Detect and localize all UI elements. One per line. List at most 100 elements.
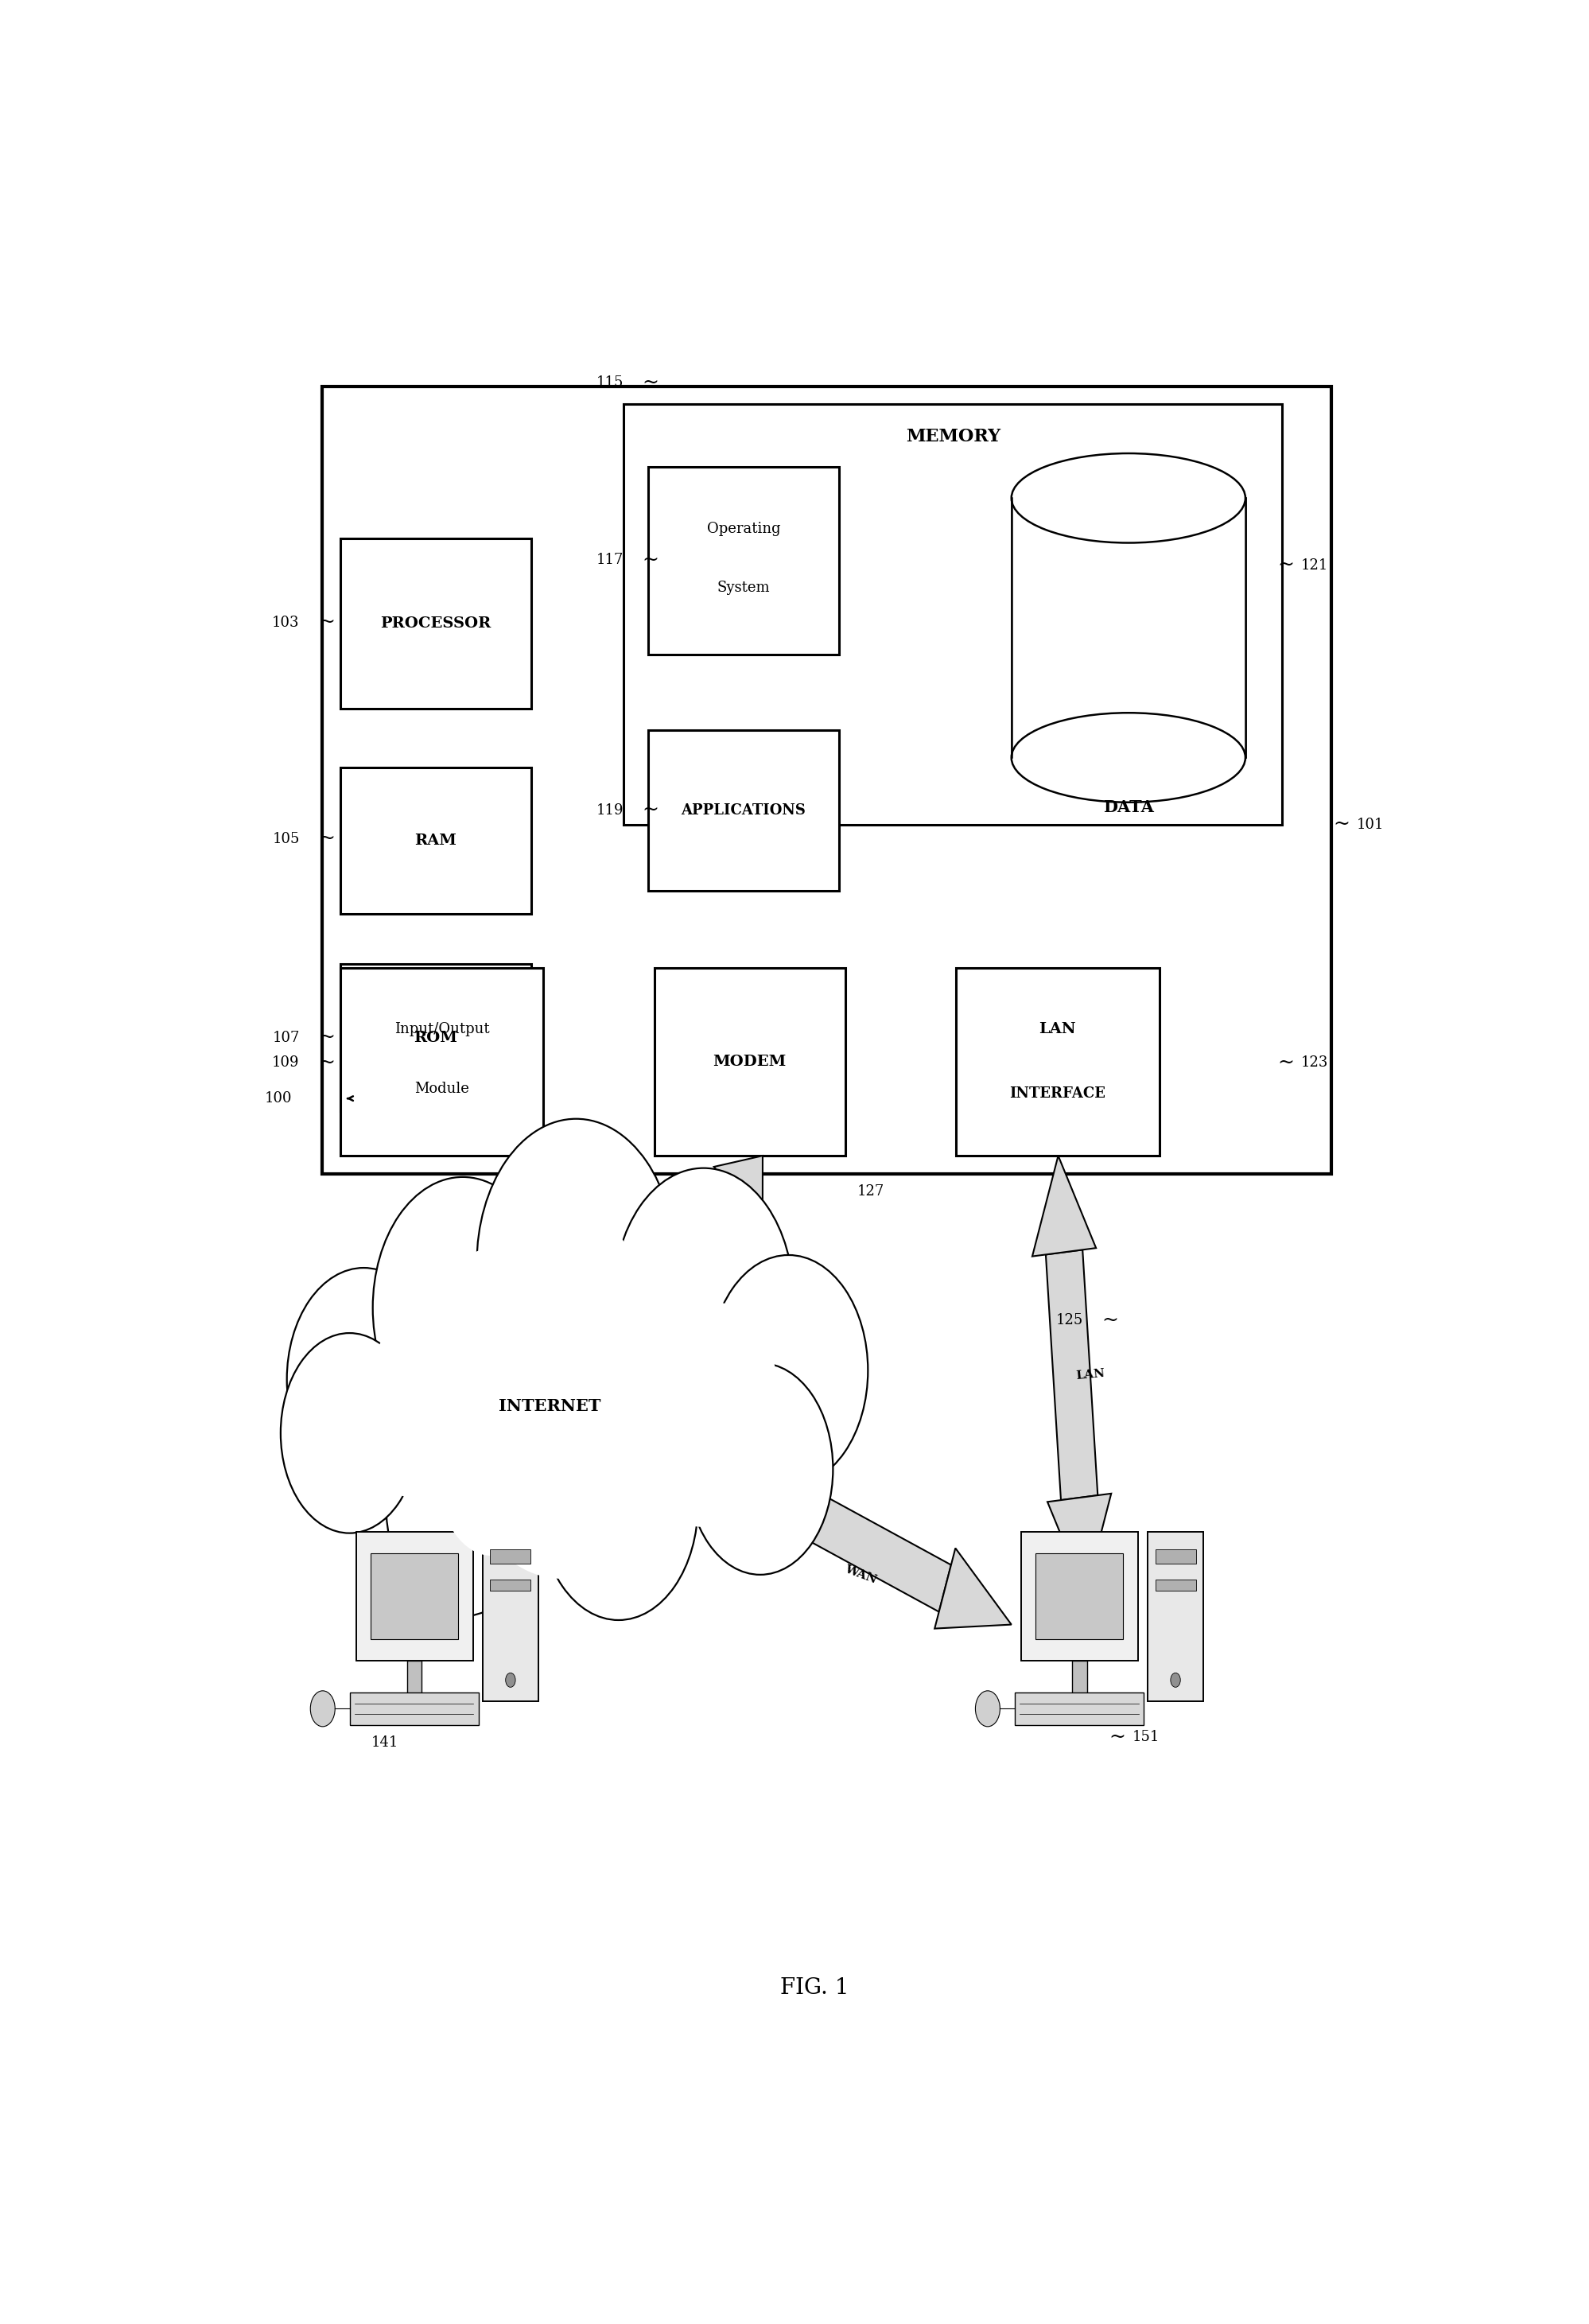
Text: INTERFACE: INTERFACE xyxy=(1009,1088,1106,1102)
Text: Input/Output: Input/Output xyxy=(394,1023,489,1037)
Text: PROCESSOR: PROCESSOR xyxy=(380,616,491,630)
Bar xyxy=(489,1580,531,1590)
Polygon shape xyxy=(1046,1250,1098,1499)
Bar xyxy=(1022,1532,1138,1659)
Bar xyxy=(340,964,531,1111)
Circle shape xyxy=(365,1357,461,1497)
Text: ~: ~ xyxy=(318,1030,335,1046)
Bar xyxy=(383,1699,447,1717)
Text: MEMORY: MEMORY xyxy=(906,428,999,446)
Text: 105: 105 xyxy=(272,832,300,846)
Text: 125: 125 xyxy=(1055,1313,1082,1327)
Circle shape xyxy=(650,1378,752,1527)
Text: 131: 131 xyxy=(316,1371,343,1387)
Bar xyxy=(648,730,839,890)
Polygon shape xyxy=(429,1464,477,1522)
Circle shape xyxy=(539,1390,698,1620)
Text: 103: 103 xyxy=(272,616,300,630)
Circle shape xyxy=(547,1397,658,1559)
Text: 117: 117 xyxy=(596,553,623,567)
Bar xyxy=(1047,1699,1112,1717)
Circle shape xyxy=(709,1255,868,1485)
Text: 100: 100 xyxy=(265,1092,292,1106)
Bar xyxy=(1012,497,1246,758)
Bar xyxy=(1073,1659,1087,1699)
Bar xyxy=(340,767,531,913)
Polygon shape xyxy=(651,1271,701,1343)
Text: 121: 121 xyxy=(1301,558,1328,572)
Circle shape xyxy=(597,1243,725,1425)
Text: Module: Module xyxy=(415,1081,469,1097)
Circle shape xyxy=(976,1692,999,1727)
Bar xyxy=(1147,1532,1203,1701)
Text: ~: ~ xyxy=(642,802,659,820)
Circle shape xyxy=(502,1208,642,1411)
Bar xyxy=(648,467,839,655)
Circle shape xyxy=(386,1392,540,1615)
Text: WAN: WAN xyxy=(434,1518,467,1545)
Bar xyxy=(1155,1580,1197,1590)
Text: ~: ~ xyxy=(1278,555,1295,574)
Circle shape xyxy=(429,1248,556,1432)
Bar xyxy=(623,404,1282,825)
Bar xyxy=(356,1532,474,1659)
Text: INTERNET: INTERNET xyxy=(499,1399,601,1415)
Circle shape xyxy=(688,1364,833,1576)
Text: ~: ~ xyxy=(318,1053,335,1071)
Text: 115: 115 xyxy=(596,376,623,390)
Circle shape xyxy=(288,1269,440,1492)
Text: Operating: Operating xyxy=(707,521,780,535)
Text: 127: 127 xyxy=(858,1185,885,1199)
Text: System: System xyxy=(717,581,771,595)
Bar xyxy=(483,1532,539,1701)
Polygon shape xyxy=(1033,1155,1096,1257)
Polygon shape xyxy=(663,1181,752,1320)
Bar xyxy=(370,1552,458,1638)
Text: 109: 109 xyxy=(272,1055,300,1069)
Text: LAN: LAN xyxy=(1039,1023,1076,1037)
Text: ~: ~ xyxy=(1333,816,1349,834)
Text: 141: 141 xyxy=(372,1736,399,1750)
Bar xyxy=(340,539,531,709)
Bar xyxy=(1155,1550,1197,1564)
Bar xyxy=(407,1659,421,1699)
Text: LAN: LAN xyxy=(1076,1369,1106,1383)
Text: APPLICATIONS: APPLICATIONS xyxy=(682,804,806,818)
Bar xyxy=(340,967,543,1155)
Text: ~: ~ xyxy=(1109,1729,1125,1745)
Text: 123: 123 xyxy=(1301,1055,1328,1069)
Text: ROM: ROM xyxy=(413,1030,458,1046)
Polygon shape xyxy=(771,1473,952,1613)
Text: 107: 107 xyxy=(272,1030,300,1046)
Polygon shape xyxy=(713,1155,763,1227)
Polygon shape xyxy=(396,1483,467,1599)
Text: DATA: DATA xyxy=(1103,799,1154,816)
Circle shape xyxy=(373,1176,553,1439)
Circle shape xyxy=(450,1253,674,1578)
Bar xyxy=(655,967,845,1155)
Circle shape xyxy=(281,1334,418,1534)
Ellipse shape xyxy=(1012,713,1246,802)
Text: 151: 151 xyxy=(1131,1729,1160,1745)
Text: FIG. 1: FIG. 1 xyxy=(780,1978,849,1999)
Text: ~: ~ xyxy=(642,551,659,569)
Circle shape xyxy=(477,1118,675,1408)
Circle shape xyxy=(505,1673,515,1687)
Circle shape xyxy=(1171,1673,1181,1687)
Circle shape xyxy=(664,1304,775,1464)
Text: ~: ~ xyxy=(636,1246,653,1264)
Polygon shape xyxy=(1047,1494,1111,1594)
Polygon shape xyxy=(386,1559,434,1618)
Text: 129: 129 xyxy=(590,1248,617,1262)
Circle shape xyxy=(310,1692,335,1727)
Text: 119: 119 xyxy=(596,804,623,818)
Text: ~: ~ xyxy=(1101,1311,1119,1329)
Bar xyxy=(489,1550,531,1564)
Polygon shape xyxy=(934,1548,1012,1629)
Bar xyxy=(1015,1692,1144,1724)
Bar xyxy=(957,967,1158,1155)
Bar xyxy=(321,386,1332,1174)
Text: ~: ~ xyxy=(318,614,335,632)
Text: RAM: RAM xyxy=(415,834,456,848)
Text: MODEM: MODEM xyxy=(713,1055,787,1069)
